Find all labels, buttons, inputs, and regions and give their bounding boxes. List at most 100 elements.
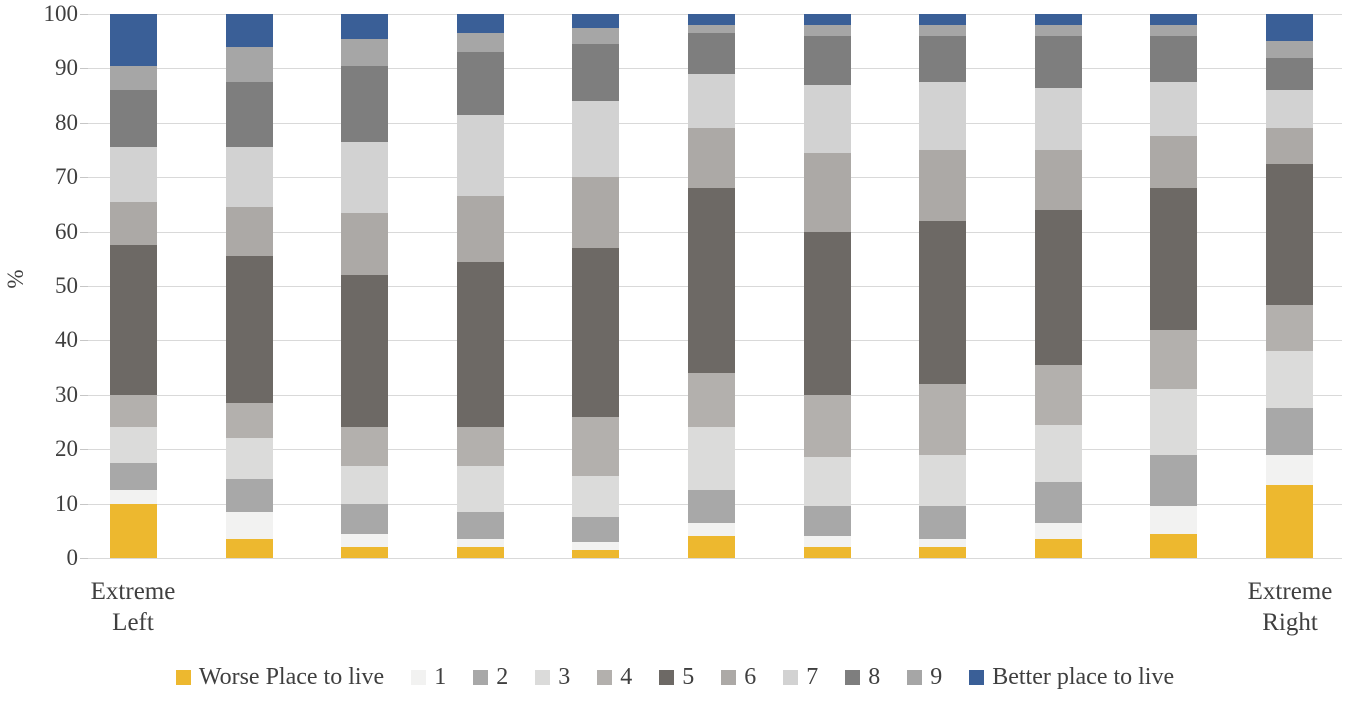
x-label-extreme-left: Extreme Left [53,576,213,638]
bar-segment-8 [341,65,389,142]
bar-segment-8 [456,52,504,115]
y-axis-tick [80,394,88,396]
bar-segment-5 [1150,188,1198,330]
bar-column-5 [572,14,620,558]
legend-label: 3 [558,664,571,690]
bar-column-3 [341,14,389,558]
legend-swatch-icon [597,670,613,685]
bar-segment-5 [572,247,620,417]
bar-segment-8 [919,35,967,83]
bar-segment-1 [688,522,735,537]
legend-item-2: 2 [473,664,508,691]
bar-segment-3 [1150,389,1198,455]
bar-segment-6 [1150,136,1198,189]
legend-label: 8 [868,664,881,690]
bar-extreme-left [110,14,157,558]
bar-segment-2 [919,506,967,539]
bar-segment-6 [225,207,273,257]
bar-segment-9 [341,38,389,66]
bar-segment-5 [1034,209,1082,365]
y-tick-label: 60 [55,218,78,244]
bar-segment-better-place-to-live [1266,14,1313,42]
bar-segment-worse-place-to-live [572,549,620,558]
bar-segment-worse-place-to-live [1034,538,1082,558]
legend-item-9: 9 [907,664,942,691]
bar-segment-worse-place-to-live [456,547,504,558]
bar-segment-3 [919,454,967,507]
legend-swatch-icon [969,670,985,685]
bar-column-4 [456,14,504,558]
y-axis-tick [80,231,88,233]
legend-item-6: 6 [721,664,756,691]
bar-segment-6 [1266,128,1313,164]
y-axis-tick [80,286,88,287]
y-tick-label: 0 [66,545,79,570]
legend-item-7: 7 [783,664,818,691]
bar-segment-3 [688,427,735,491]
bar-segment-2 [225,479,273,512]
bar-column-8 [919,14,967,558]
bar-segment-5 [688,188,735,374]
bar-segment-8 [688,33,735,74]
bar-segment-worse-place-to-live [341,547,389,558]
legend-label: 9 [930,664,943,690]
bar-segment-7 [456,114,504,197]
plot-area [88,14,1342,559]
bar-segment-7 [803,84,851,153]
bar-segment-1 [225,511,273,539]
bar-segment-4 [688,373,735,428]
y-axis-tick [80,558,88,559]
legend-swatch-icon [473,670,489,685]
legend-label: 5 [682,664,695,690]
bar-segment-4 [110,394,157,428]
bar-segment-better-place-to-live [688,14,735,25]
bar-segment-5 [341,275,389,428]
y-tick-label: 80 [55,109,78,135]
bar-segment-2 [572,517,620,542]
bar-segment-worse-place-to-live [1150,533,1198,558]
bar-segment-2 [1034,481,1082,523]
bar-segment-7 [225,147,273,208]
bar-segment-4 [572,416,620,477]
bar-segment-4 [341,427,389,466]
y-axis-tick [80,122,88,124]
bar-segment-better-place-to-live [572,14,620,28]
bar-segment-7 [1150,82,1198,137]
legend-item-4: 4 [597,664,632,691]
bar-segment-6 [456,196,504,262]
bar-segment-worse-place-to-live [1266,484,1313,558]
legend-label: 4 [620,664,633,690]
bar-segment-better-place-to-live [110,14,157,66]
bar-segment-9 [572,27,620,44]
bar-segment-6 [572,177,620,248]
bar-segment-6 [1034,150,1082,210]
legend-item-worse-place-to-live: Worse Place to live [175,664,384,691]
gridline [88,558,1342,559]
bar-segment-3 [572,476,620,518]
bar-segment-4 [225,403,273,439]
x-label-line: Extreme [90,578,176,605]
y-axis-tick [80,449,88,451]
bar-segment-8 [225,82,273,148]
bar-segment-2 [1150,454,1198,507]
legend-item-1: 1 [411,664,446,691]
y-tick-label: 40 [55,327,78,353]
bar-segment-1 [1150,506,1198,534]
legend-swatch-icon [411,670,427,685]
bar-segment-better-place-to-live [919,14,967,25]
bar-segment-7 [1034,87,1082,151]
bar-segment-2 [688,490,735,523]
y-axis-tick [80,503,88,505]
bar-segment-7 [341,141,389,213]
bar-segment-better-place-to-live [803,14,851,25]
bar-segment-better-place-to-live [225,14,273,47]
bar-segment-9 [688,24,735,34]
legend-swatch-icon [659,670,675,685]
bar-segment-7 [110,147,157,202]
bar-segment-worse-place-to-live [110,503,157,558]
bar-segment-5 [1266,163,1313,306]
bar-column-6 [688,14,735,558]
x-label-line: Left [112,609,154,636]
x-label-line: Extreme [1247,578,1333,605]
bar-segment-3 [803,457,851,507]
